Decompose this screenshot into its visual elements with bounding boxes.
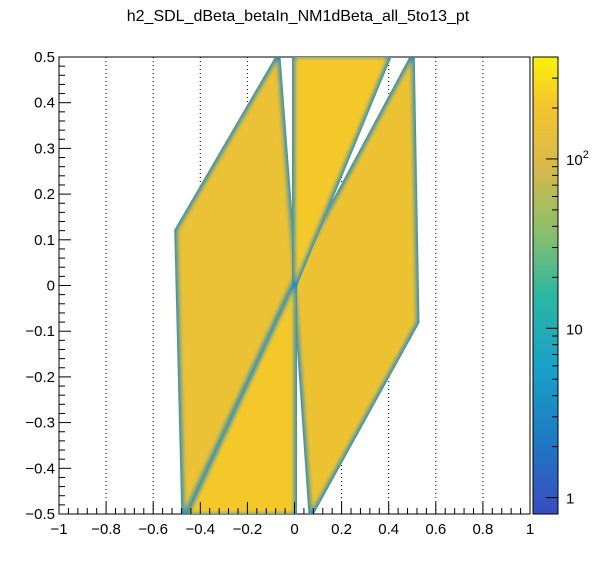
x-tick-label: 0.8 <box>472 521 493 538</box>
y-tick-label: −0.1 <box>25 323 55 340</box>
x-tick-label: 0.4 <box>378 521 399 538</box>
y-tick-label: −0.2 <box>25 369 55 386</box>
x-tick-label: −0.8 <box>91 521 121 538</box>
z-tick-label: 1 <box>566 491 574 508</box>
z-tick-label: 102 <box>566 149 589 169</box>
y-tick-label: −0.3 <box>25 415 55 432</box>
x-tick-label: 0 <box>290 521 298 538</box>
y-tick-label: 0.1 <box>34 232 55 249</box>
x-tick-label: −1 <box>50 521 67 538</box>
z-tick-label: 10 <box>566 321 583 338</box>
x-tick-label: −0.4 <box>185 521 215 538</box>
y-tick-label: 0.4 <box>34 95 55 112</box>
x-tick-label: −0.6 <box>138 521 168 538</box>
x-tick-label: 0.6 <box>425 521 446 538</box>
x-tick-label: 0.2 <box>331 521 352 538</box>
x-tick-label: 1 <box>526 521 534 538</box>
y-tick-label: −0.4 <box>25 460 55 477</box>
x-tick-label: −0.2 <box>233 521 263 538</box>
y-tick-label: 0.5 <box>34 49 55 66</box>
y-tick-label: −0.5 <box>25 506 55 523</box>
y-tick-label: 0.2 <box>34 186 55 203</box>
y-tick-label: 0 <box>47 278 55 295</box>
color-palette-bar <box>533 57 558 514</box>
y-tick-label: 0.3 <box>34 140 55 157</box>
